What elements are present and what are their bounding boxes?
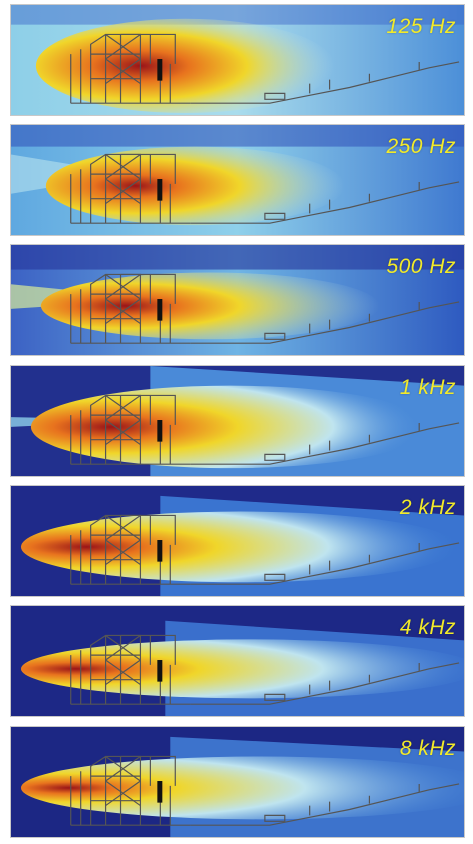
frequency-label: 2 kHz	[399, 496, 456, 519]
sound-field-heatmap	[11, 5, 464, 115]
frequency-label: 4 kHz	[399, 616, 456, 639]
sound-field-heatmap	[11, 486, 464, 596]
venue-structure-outline	[70, 33, 460, 104]
venue-structure-outline	[70, 634, 460, 705]
sound-field-panel-500hz: 500 Hz	[10, 244, 465, 356]
venue-structure-outline	[70, 514, 460, 585]
sound-field-panel-4khz: 4 kHz	[10, 605, 465, 717]
venue-structure-outline	[70, 755, 460, 826]
sound-field-panel-125hz: 125 Hz	[10, 4, 465, 116]
sound-field-heatmap	[11, 727, 464, 837]
venue-structure-outline	[70, 153, 460, 224]
frequency-label: 1 kHz	[399, 376, 456, 399]
sound-field-panel-8khz: 8 kHz	[10, 726, 465, 838]
sound-field-panel-2khz: 2 kHz	[10, 485, 465, 597]
frequency-label: 500 Hz	[386, 255, 456, 278]
frequency-label: 250 Hz	[386, 135, 456, 158]
venue-structure-outline	[70, 394, 460, 465]
venue-structure-outline	[70, 273, 460, 344]
sound-field-heatmap	[11, 245, 464, 355]
frequency-label: 125 Hz	[386, 15, 456, 38]
sound-field-panel-250hz: 250 Hz	[10, 124, 465, 236]
sound-field-panel-1khz: 1 kHz	[10, 365, 465, 477]
frequency-label: 8 kHz	[399, 737, 456, 760]
